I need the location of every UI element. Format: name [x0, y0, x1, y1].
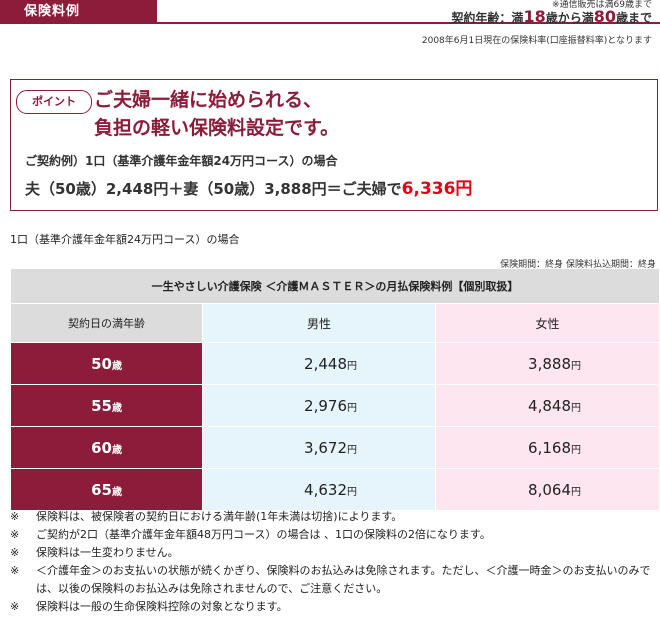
- row-age: 50歳: [10, 342, 203, 385]
- age-max: 80: [593, 7, 616, 26]
- table-title: 一生やさしい介護保険 ＜介護ＭＡＳＴＥＲ＞の月払保険料例【個別取扱】: [10, 268, 660, 304]
- male-value: 2,976: [304, 396, 347, 415]
- section-tab-label: 保険料例: [24, 4, 81, 19]
- female-premium: 4,848円: [435, 384, 660, 427]
- male-premium: 2,448円: [202, 342, 436, 385]
- point-headline-line-2: 負担の軽い保険料設定です。: [94, 117, 340, 139]
- col-header-female: 女性: [435, 303, 660, 343]
- female-value: 6,168: [528, 438, 571, 457]
- female-value: 8,064: [528, 480, 571, 499]
- point-box: ポイント ご夫婦一緒に始められる、 負担の軽い保険料設定です。 ご契約例）1口（…: [10, 79, 658, 211]
- col-header-male: 男性: [202, 303, 436, 343]
- note-mark: ※: [10, 564, 20, 577]
- calc-total: 6,336円: [401, 179, 473, 199]
- row-age: 60歳: [10, 426, 203, 469]
- table-row: 50歳 2,448円 3,888円: [10, 342, 660, 385]
- female-premium: 6,168円: [435, 426, 660, 469]
- note-item: ※ ご契約が2口（基準介護年金年額48万円コース）の場合は 、1口の保険料の2倍に…: [10, 526, 660, 544]
- age-num: 55: [91, 396, 112, 415]
- note-mark: ※: [10, 600, 20, 613]
- yen-unit: 円: [347, 486, 357, 498]
- note-mark: ※: [10, 510, 20, 523]
- age-unit: 歳: [111, 444, 122, 456]
- header-rule: [0, 22, 660, 24]
- age-min: 18: [523, 7, 546, 26]
- table-row: 55歳 2,976円 4,848円: [10, 384, 660, 427]
- mail-order-note: ※通信販売は満69歳まで: [552, 0, 652, 10]
- age-unit: 歳: [111, 486, 122, 498]
- age-unit: 歳: [111, 360, 122, 372]
- yen-unit: 円: [571, 444, 581, 456]
- age-unit: 歳: [111, 402, 122, 414]
- premium-table: 一生やさしい介護保険 ＜介護ＭＡＳＴＥＲ＞の月払保険料例【個別取扱】 契約日の満…: [10, 268, 660, 511]
- note-text: 保険料は一般の生命保険料控除の対象となります。: [36, 600, 288, 613]
- point-headline: ご夫婦一緒に始められる、 負担の軽い保険料設定です。: [94, 86, 339, 142]
- male-value: 3,672: [304, 438, 347, 457]
- female-premium: 3,888円: [435, 342, 660, 385]
- male-premium: 4,632円: [202, 468, 436, 511]
- female-premium: 8,064円: [435, 468, 660, 511]
- point-example: ご契約例）1口（基準介護年金年額24万円コース）の場合: [25, 154, 338, 168]
- female-value: 3,888: [528, 354, 571, 373]
- note-item: ※ ＜介護年金＞のお支払いの状態が続くかぎり、保険料のお払込みは免除されます。ただ…: [10, 562, 660, 598]
- note-text: 保険料は一生変わりません。: [36, 546, 179, 559]
- point-calculation: 夫（50歳）2,448円＋妻（50歳）3,888円＝ご夫婦で6,336円: [25, 174, 472, 199]
- notes-list: ※ 保険料は、被保険者の契約日における満年齢(1年未満は切捨)によります。 ※ ご契…: [10, 508, 660, 616]
- note-text: ＜介護年金＞のお支払いの状態が続くかぎり、保険料のお払込みは免除されます。ただし…: [36, 564, 651, 595]
- age-mid: 歳から満: [545, 11, 594, 25]
- calc-prefix: 夫（50歳）2,448円＋妻（50歳）3,888円＝ご夫婦で: [25, 180, 402, 198]
- yen-unit: 円: [347, 402, 357, 414]
- age-suffix: 歳まで: [615, 11, 652, 25]
- yen-unit: 円: [571, 360, 581, 372]
- section-tab: 保険料例: [0, 0, 157, 24]
- point-headline-line-1: ご夫婦一緒に始められる、: [94, 89, 323, 111]
- male-value: 4,632: [304, 480, 347, 499]
- note-mark: ※: [10, 546, 20, 559]
- period-note: 保険期間：終身 保険料払込期間：終身: [500, 260, 656, 270]
- contract-age-range: 契約年齢：満18歳から満80歳まで: [451, 9, 652, 26]
- yen-unit: 円: [347, 360, 357, 372]
- table-row: 60歳 3,672円 6,168円: [10, 426, 660, 469]
- male-value: 2,448: [304, 354, 347, 373]
- note-item: ※ 保険料は、被保険者の契約日における満年齢(1年未満は切捨)によります。: [10, 508, 660, 526]
- age-prefix: 契約年齢：満: [451, 11, 524, 25]
- note-text: 保険料は、被保険者の契約日における満年齢(1年未満は切捨)によります。: [36, 510, 403, 523]
- row-age: 55歳: [10, 384, 203, 427]
- col-header-age: 契約日の満年齢: [10, 303, 203, 343]
- yen-unit: 円: [571, 402, 581, 414]
- note-text: ご契約が2口（基準介護年金年額48万円コース）の場合は 、1口の保険料の2倍にな…: [36, 528, 491, 541]
- table-header-row: 契約日の満年齢 男性 女性: [10, 303, 660, 343]
- point-badge: ポイント: [16, 90, 92, 114]
- table-row: 65歳 4,632円 8,064円: [10, 468, 660, 511]
- course-label: 1口（基準介護年金年額24万円コース）の場合: [10, 233, 240, 246]
- note-mark: ※: [10, 528, 20, 541]
- note-item: ※ 保険料は一生変わりません。: [10, 544, 660, 562]
- age-num: 50: [91, 354, 112, 373]
- note-item: ※ 保険料は一般の生命保険料控除の対象となります。: [10, 598, 660, 616]
- table-title-row: 一生やさしい介護保険 ＜介護ＭＡＳＴＥＲ＞の月払保険料例【個別取扱】: [10, 268, 660, 304]
- age-num: 65: [91, 480, 112, 499]
- rate-as-of-note: 2008年6月1日現在の保険料率(口座振替料率)となります: [421, 36, 652, 46]
- male-premium: 2,976円: [202, 384, 436, 427]
- male-premium: 3,672円: [202, 426, 436, 469]
- female-value: 4,848: [528, 396, 571, 415]
- row-age: 65歳: [10, 468, 203, 511]
- yen-unit: 円: [347, 444, 357, 456]
- age-num: 60: [91, 438, 112, 457]
- yen-unit: 円: [571, 486, 581, 498]
